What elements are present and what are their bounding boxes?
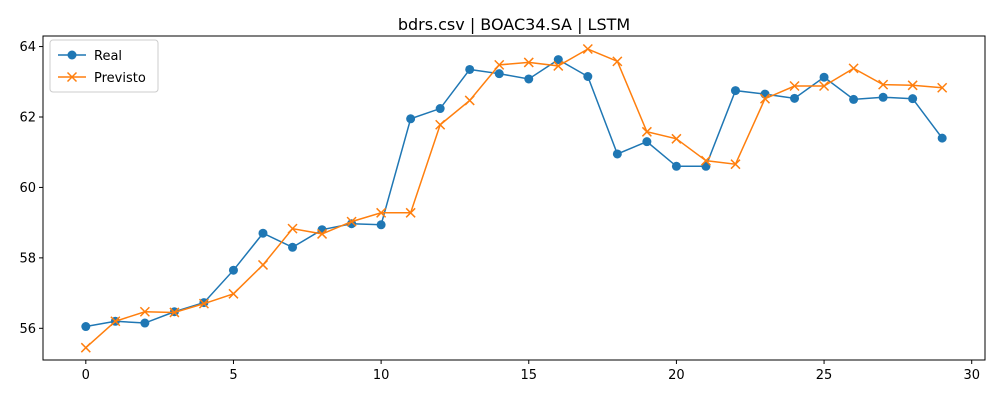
x-tick-label-4: 20 [668, 368, 685, 383]
point-real-10 [376, 220, 386, 230]
x-tick-label-6: 30 [963, 368, 980, 383]
point-previsto-19 [641, 126, 652, 137]
legend-box [49, 39, 159, 93]
plot-frame [42, 35, 986, 361]
point-previsto-29 [937, 82, 948, 93]
point-previsto-13 [464, 95, 475, 106]
x-tick-label-0: 0 [82, 368, 90, 383]
point-previsto-3 [169, 307, 180, 318]
point-real-27 [878, 92, 888, 102]
point-previsto-11 [405, 207, 416, 218]
point-real-6 [258, 228, 268, 238]
point-previsto-22 [730, 159, 741, 170]
point-real-17 [583, 72, 593, 81]
point-real-26 [849, 94, 859, 104]
point-previsto-7 [287, 223, 298, 234]
point-previsto-5 [228, 288, 239, 299]
point-previsto-1 [110, 316, 121, 327]
point-previsto-12 [435, 119, 446, 130]
point-previsto-2 [139, 306, 150, 317]
point-previsto-25 [819, 80, 830, 92]
point-real-18 [612, 149, 622, 159]
x-tick-label-2: 10 [373, 368, 390, 383]
y-tick-label-1: 58 [19, 251, 36, 266]
point-previsto-24 [789, 80, 800, 92]
point-real-13 [465, 64, 475, 74]
point-real-11 [406, 114, 416, 124]
legend-real-label: Real [94, 49, 122, 64]
point-previsto-0 [80, 342, 91, 353]
point-previsto-17 [582, 44, 593, 55]
point-previsto-14 [494, 59, 505, 70]
chart-title: bdrs.csv | BOAC34.SA | LSTM [398, 15, 630, 34]
point-previsto-18 [612, 56, 623, 67]
point-real-25 [819, 72, 829, 82]
point-real-0 [81, 322, 91, 332]
point-real-20 [671, 161, 681, 171]
point-previsto-26 [848, 63, 859, 74]
point-previsto-23 [759, 93, 771, 104]
x-tick-label-5: 25 [816, 368, 833, 383]
y-tick-label-2: 60 [19, 181, 36, 196]
point-real-2 [140, 318, 150, 328]
point-previsto-16 [553, 60, 564, 71]
point-real-22 [730, 86, 740, 96]
point-real-29 [937, 133, 947, 143]
point-previsto-20 [671, 133, 682, 144]
x-tick-label-1: 5 [229, 368, 237, 383]
point-previsto-27 [878, 79, 889, 90]
y-tick-label-3: 62 [19, 111, 36, 126]
point-real-12 [435, 104, 445, 114]
point-real-5 [228, 265, 238, 275]
point-real-14 [494, 69, 504, 79]
point-previsto-6 [257, 259, 269, 270]
point-real-16 [553, 55, 563, 65]
series-line-previsto [85, 48, 943, 349]
point-previsto-9 [346, 216, 357, 227]
axes: 0 5 10 15 20 25 30 56 58 60 62 64 [19, 35, 986, 383]
point-previsto-8 [317, 228, 328, 239]
point-previsto-15 [523, 57, 534, 68]
plot-area [80, 44, 948, 353]
legend-previsto-label: Previsto [94, 71, 146, 86]
point-real-28 [908, 94, 918, 104]
series-line-real [85, 58, 943, 328]
point-previsto-10 [376, 207, 387, 218]
point-previsto-28 [907, 80, 918, 91]
point-real-19 [642, 137, 652, 147]
point-real-7 [288, 242, 298, 252]
point-real-21 [701, 161, 711, 171]
point-real-15 [524, 74, 534, 84]
legend: Real Previsto [49, 39, 159, 93]
y-tick-label-4: 64 [19, 40, 36, 55]
legend-real-marker [67, 50, 77, 60]
y-tick-label-0: 56 [19, 322, 36, 337]
point-previsto-21 [700, 155, 711, 166]
legend-previsto-marker [66, 71, 78, 83]
x-tick-label-3: 15 [520, 368, 537, 383]
point-real-24 [790, 93, 800, 103]
point-previsto-4 [198, 298, 209, 309]
